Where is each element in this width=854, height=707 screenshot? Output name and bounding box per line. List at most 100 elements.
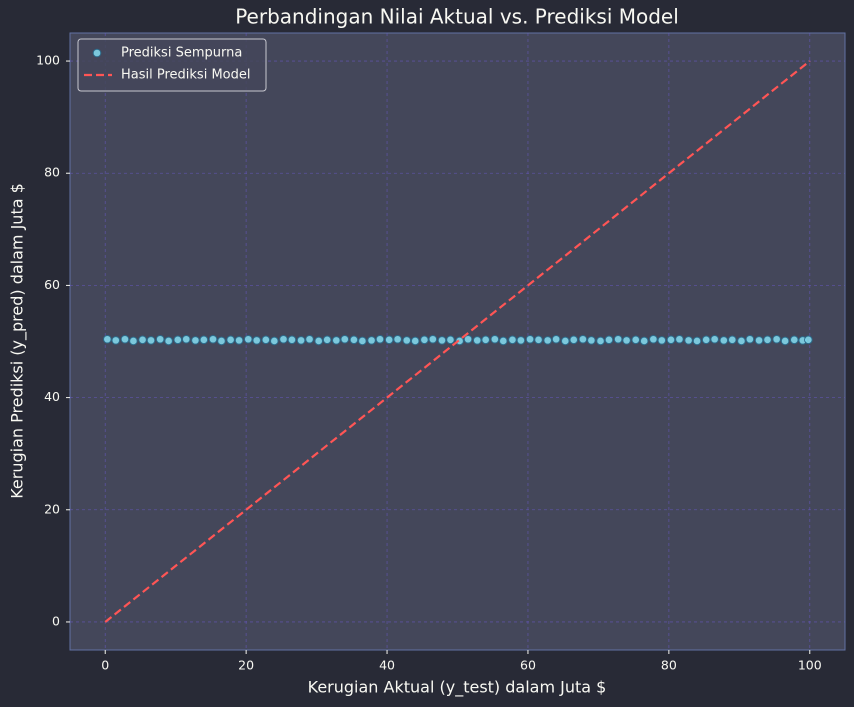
data-point [613,334,623,344]
data-point [191,336,200,345]
data-point [410,336,420,346]
data-point [587,336,596,345]
data-point [745,334,755,344]
data-point [631,335,641,345]
data-point [684,336,693,345]
data-point [358,336,367,346]
data-point [420,335,429,345]
data-point [393,334,402,344]
y-tick-label: 20 [44,501,60,516]
data-point [252,336,262,345]
data-point [181,334,191,344]
data-point [208,334,218,344]
data-point [525,334,535,344]
data-point [508,335,517,345]
data-point [129,336,138,346]
data-point [314,336,324,346]
legend-box [77,38,267,92]
data-point [516,336,526,345]
data-point [446,335,455,345]
x-tick-label: 80 [661,658,677,673]
data-point [675,334,684,344]
data-point [120,334,130,344]
data-point [146,336,156,345]
y-tick-label: 80 [44,165,60,180]
data-point [622,336,631,345]
data-point [234,336,244,345]
data-point [719,336,729,345]
data-point [332,336,341,345]
x-tick-label: 60 [520,658,536,673]
x-tick-label: 0 [101,658,109,673]
data-point [657,336,667,345]
data-point [270,336,279,346]
data-point [710,334,719,344]
data-point [490,334,500,344]
y-tick-label: 40 [44,389,60,404]
line [104,60,811,623]
data-point [604,335,614,345]
data-point [217,336,226,346]
chart-title: Perbandingan Nilai Aktual vs. Prediksi M… [235,5,679,29]
data-point [199,335,209,345]
y-tick-label: 0 [52,613,60,628]
data-point [402,336,412,345]
data-point [649,334,658,344]
data-point [375,334,385,344]
data-point [287,335,297,345]
data-point [261,335,271,345]
data-point [340,334,350,344]
data-point [763,335,772,345]
y-axis-label: Kerugian Prediksi (y_pred) dalam Juta $ [8,183,28,499]
y-tick-label: 60 [44,277,60,292]
data-point [305,334,314,344]
data-point [428,334,438,344]
data-point [498,336,508,346]
x-tick-label: 40 [379,658,395,673]
x-axis-label: Kerugian Aktual (y_test) dalam Juta $ [308,678,607,698]
data-point [551,334,561,344]
data-point [596,336,605,346]
data-point [367,336,376,345]
data-point [111,336,121,345]
data-point [639,336,649,346]
data-point [472,336,482,345]
data-point [772,334,781,344]
data-point [463,334,473,344]
data-point [692,336,702,346]
data-point [666,335,676,345]
data-point [138,335,147,345]
data-point [737,336,746,346]
data-point [534,335,543,345]
y-tick-label: 100 [36,53,60,68]
data-point [754,336,764,345]
data-point [103,334,112,344]
data-point [789,335,799,345]
x-tick-label: 100 [798,658,822,673]
data-point [155,334,165,344]
data-point [437,336,447,345]
data-point [701,335,711,345]
data-point [560,336,570,346]
data-point [164,336,173,346]
data-point [543,336,552,345]
data-point [727,335,737,345]
data-point [173,335,183,345]
data-point [279,334,288,344]
data-point [804,335,813,345]
data-point [481,335,490,345]
data-point [226,335,235,345]
data-point [780,336,790,346]
data-point [578,334,588,344]
legend-marker [92,48,102,58]
data-point [455,336,464,346]
data-point [322,335,332,345]
data-point [569,335,579,345]
data-point [349,335,359,345]
legend-label: Prediksi Sempurna [121,46,242,61]
legend-label: Hasil Prediksi Model [121,68,250,83]
data-point [384,335,394,345]
x-tick-label: 20 [238,658,254,673]
data-point [296,336,306,345]
